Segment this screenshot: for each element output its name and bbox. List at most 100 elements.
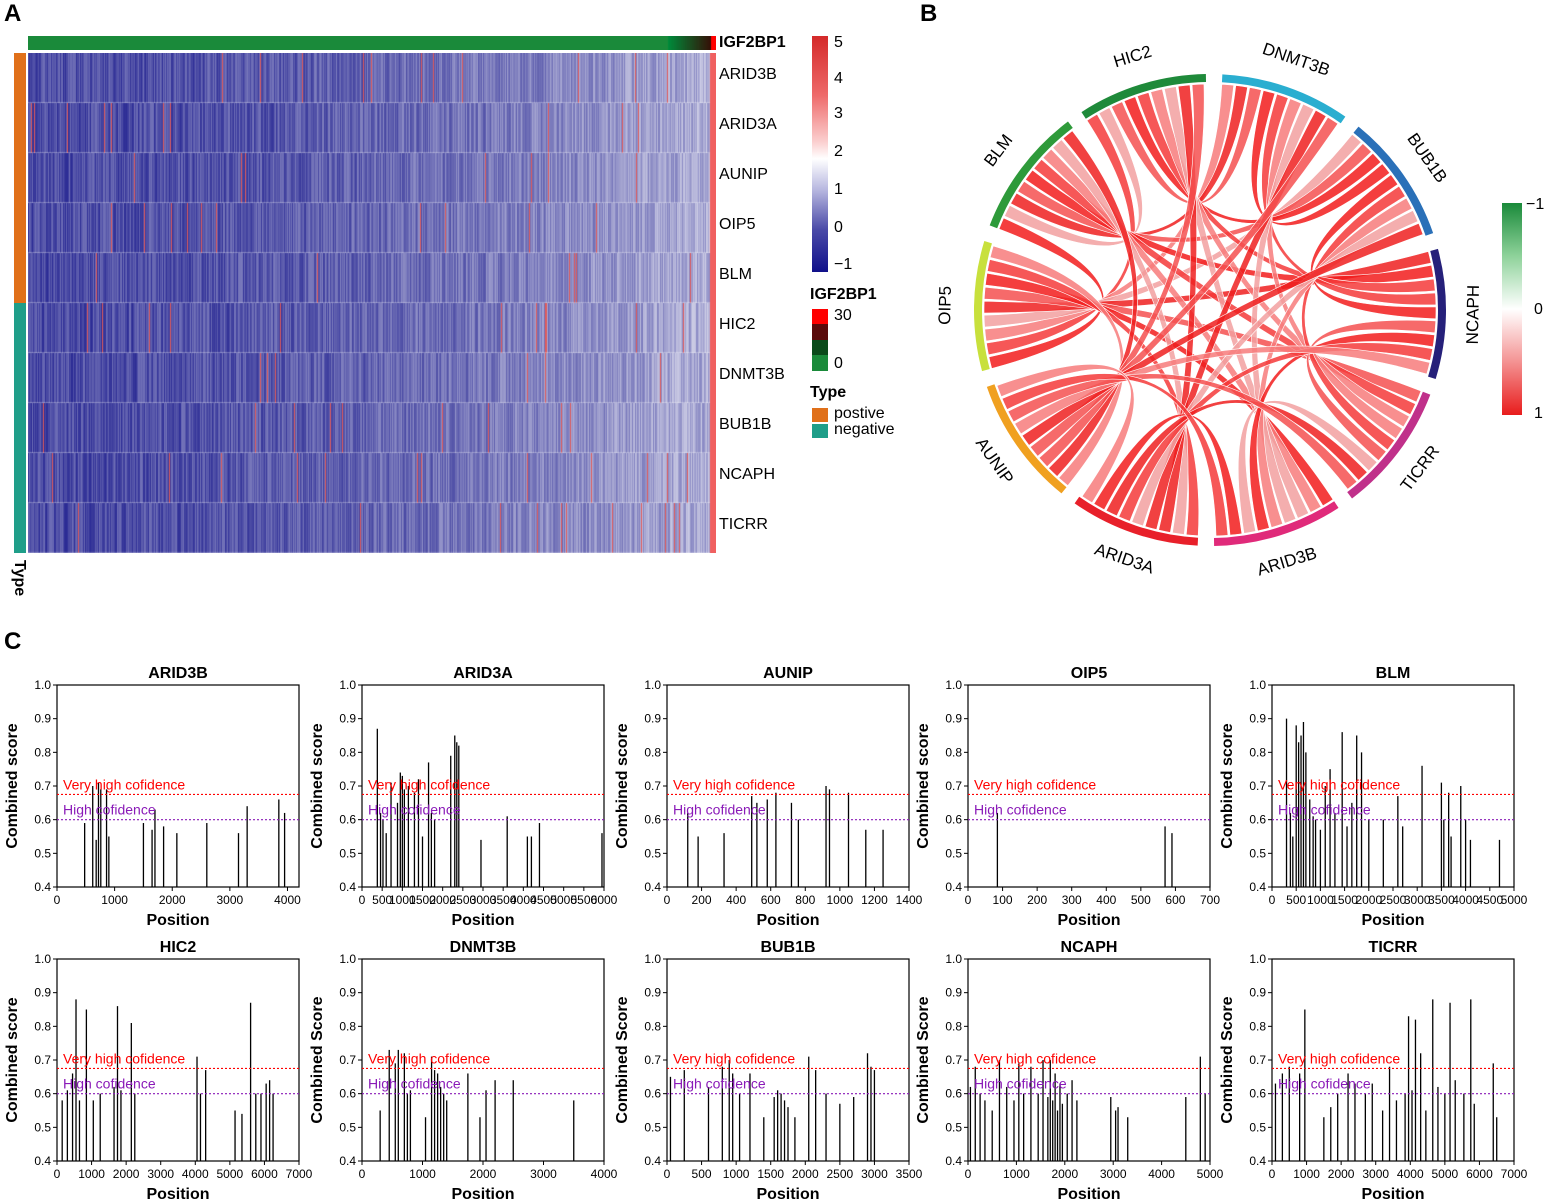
x-tick-label: 3000 bbox=[470, 893, 497, 907]
x-tick-label: 4000 bbox=[1397, 1167, 1424, 1181]
chord-ribbon bbox=[1306, 319, 1437, 462]
threshold-label: Very high cofidence bbox=[673, 1050, 795, 1066]
x-tick-label: 700 bbox=[1200, 893, 1220, 907]
y-tick-label: 0.7 bbox=[1249, 779, 1266, 793]
type-legend-label: negative bbox=[834, 421, 895, 438]
x-tick-label: 3000 bbox=[147, 1167, 174, 1181]
y-tick-label: 0.5 bbox=[1249, 1120, 1266, 1134]
y-tick-label: 0.7 bbox=[339, 1053, 356, 1067]
chord-sector-label: HIC2 bbox=[1111, 42, 1154, 71]
x-axis-label: Position bbox=[1361, 1186, 1424, 1203]
x-tick-label: 5500 bbox=[570, 893, 597, 907]
chord-ribbon bbox=[1052, 139, 1189, 535]
plot-title: NCAPH bbox=[1061, 939, 1118, 956]
x-tick-label: 4000 bbox=[274, 893, 301, 907]
y-axis-label: Combined score bbox=[4, 997, 21, 1122]
chord-ribbon bbox=[987, 259, 1200, 537]
y-tick-label: 0.6 bbox=[34, 813, 51, 827]
y-tick-label: 0.8 bbox=[945, 1019, 962, 1033]
type-bar-negative bbox=[14, 303, 26, 553]
plot-title: AUNIP bbox=[763, 665, 813, 682]
x-tick-label: 7000 bbox=[1501, 1167, 1528, 1181]
igf-legend-title: IGF2BP1 bbox=[810, 286, 877, 303]
threshold-label: Very high cofidence bbox=[368, 776, 490, 792]
x-tick-label: 5000 bbox=[217, 1167, 244, 1181]
chord-sector-ticrr bbox=[1347, 391, 1431, 499]
x-tick-label: 5000 bbox=[550, 893, 577, 907]
x-tick-label: 0 bbox=[54, 893, 61, 907]
x-tick-label: 3000 bbox=[217, 893, 244, 907]
chord-ribbon bbox=[1004, 107, 1143, 247]
chord-ribbon bbox=[1250, 90, 1391, 226]
y-tick-label: 0.4 bbox=[644, 1154, 661, 1168]
chord-sector-dnmt3b bbox=[1221, 74, 1346, 124]
y-tick-label: 0.8 bbox=[339, 1019, 356, 1033]
y-tick-label: 1.0 bbox=[945, 952, 962, 966]
y-tick-label: 0.4 bbox=[945, 1154, 962, 1168]
chord-ribbon bbox=[1110, 87, 1262, 205]
gene-label: ARID3A bbox=[719, 116, 777, 133]
scale-tick: 4 bbox=[834, 70, 843, 87]
y-tick-label: 0.6 bbox=[644, 813, 661, 827]
threshold-label: Very high cofidence bbox=[974, 776, 1096, 792]
y-tick-label: 0.5 bbox=[945, 846, 962, 860]
chord-sector-label: BUB1B bbox=[1403, 130, 1451, 187]
y-tick-label: 0.8 bbox=[1249, 745, 1266, 759]
chord-ribbon bbox=[1001, 373, 1229, 537]
threshold-label: High cofidence bbox=[63, 1076, 156, 1092]
y-tick-label: 0.9 bbox=[339, 986, 356, 1000]
y-tick-label: 1.0 bbox=[1249, 952, 1266, 966]
x-tick-label: 4500 bbox=[530, 893, 557, 907]
igf-legend-swatches bbox=[812, 309, 828, 371]
x-axis-label: Position bbox=[146, 1186, 209, 1203]
y-tick-label: 0.9 bbox=[339, 712, 356, 726]
chord-sector-hic2 bbox=[1081, 74, 1207, 119]
x-tick-label: 2000 bbox=[159, 893, 186, 907]
y-tick-label: 0.4 bbox=[644, 880, 661, 894]
y-tick-label: 0.4 bbox=[34, 1154, 51, 1168]
x-tick-label: 400 bbox=[726, 893, 746, 907]
x-tick-label: 5000 bbox=[1197, 1167, 1224, 1181]
y-tick-label: 0.4 bbox=[34, 880, 51, 894]
x-tick-label: 4500 bbox=[1476, 893, 1503, 907]
type-legend-swatch-negative bbox=[812, 424, 828, 438]
y-tick-label: 1.0 bbox=[339, 952, 356, 966]
x-tick-label: 3000 bbox=[1404, 893, 1431, 907]
plot-title: TICRR bbox=[1369, 939, 1418, 956]
y-tick-label: 0.6 bbox=[945, 1087, 962, 1101]
x-tick-label: 1200 bbox=[861, 893, 888, 907]
chord-sector-aunip bbox=[986, 384, 1067, 494]
x-axis-label: Position bbox=[1057, 1186, 1120, 1203]
x-tick-label: 500 bbox=[1286, 893, 1306, 907]
x-tick-label: 2000 bbox=[1328, 1167, 1355, 1181]
x-axis-label: Position bbox=[756, 912, 819, 929]
chord-sector-label: ARID3A bbox=[1092, 540, 1157, 578]
y-tick-label: 0.5 bbox=[339, 846, 356, 860]
y-axis-label: Combined score bbox=[614, 723, 631, 848]
x-tick-label: 0 bbox=[359, 893, 366, 907]
threshold-label: High cofidence bbox=[1278, 1076, 1371, 1092]
y-axis-label: Combined Score bbox=[1219, 996, 1236, 1123]
y-tick-label: 0.9 bbox=[644, 986, 661, 1000]
y-tick-label: 1.0 bbox=[34, 678, 51, 692]
scale-tick: −1 bbox=[834, 256, 853, 273]
plot-title: DNMT3B bbox=[450, 939, 517, 956]
x-tick-label: 7000 bbox=[286, 1167, 313, 1181]
y-tick-label: 0.6 bbox=[339, 813, 356, 827]
y-tick-label: 0.7 bbox=[34, 1053, 51, 1067]
x-tick-label: 2000 bbox=[1355, 893, 1382, 907]
x-tick-label: 600 bbox=[761, 893, 781, 907]
x-tick-label: 0 bbox=[965, 1167, 972, 1181]
y-tick-label: 0.9 bbox=[1249, 712, 1266, 726]
chord-ribbon bbox=[1048, 130, 1138, 477]
x-tick-label: 400 bbox=[1096, 893, 1116, 907]
x-tick-label: 1500 bbox=[409, 893, 436, 907]
x-tick-label: 1500 bbox=[757, 1167, 784, 1181]
igf2bp1-annotation-bar bbox=[28, 36, 716, 50]
x-tick-label: 5000 bbox=[1501, 893, 1528, 907]
x-tick-label: 3000 bbox=[1362, 1167, 1389, 1181]
y-tick-label: 1.0 bbox=[1249, 678, 1266, 692]
y-tick-label: 0.8 bbox=[945, 745, 962, 759]
y-axis-label: Combined score bbox=[309, 723, 326, 848]
x-tick-label: 2500 bbox=[449, 893, 476, 907]
